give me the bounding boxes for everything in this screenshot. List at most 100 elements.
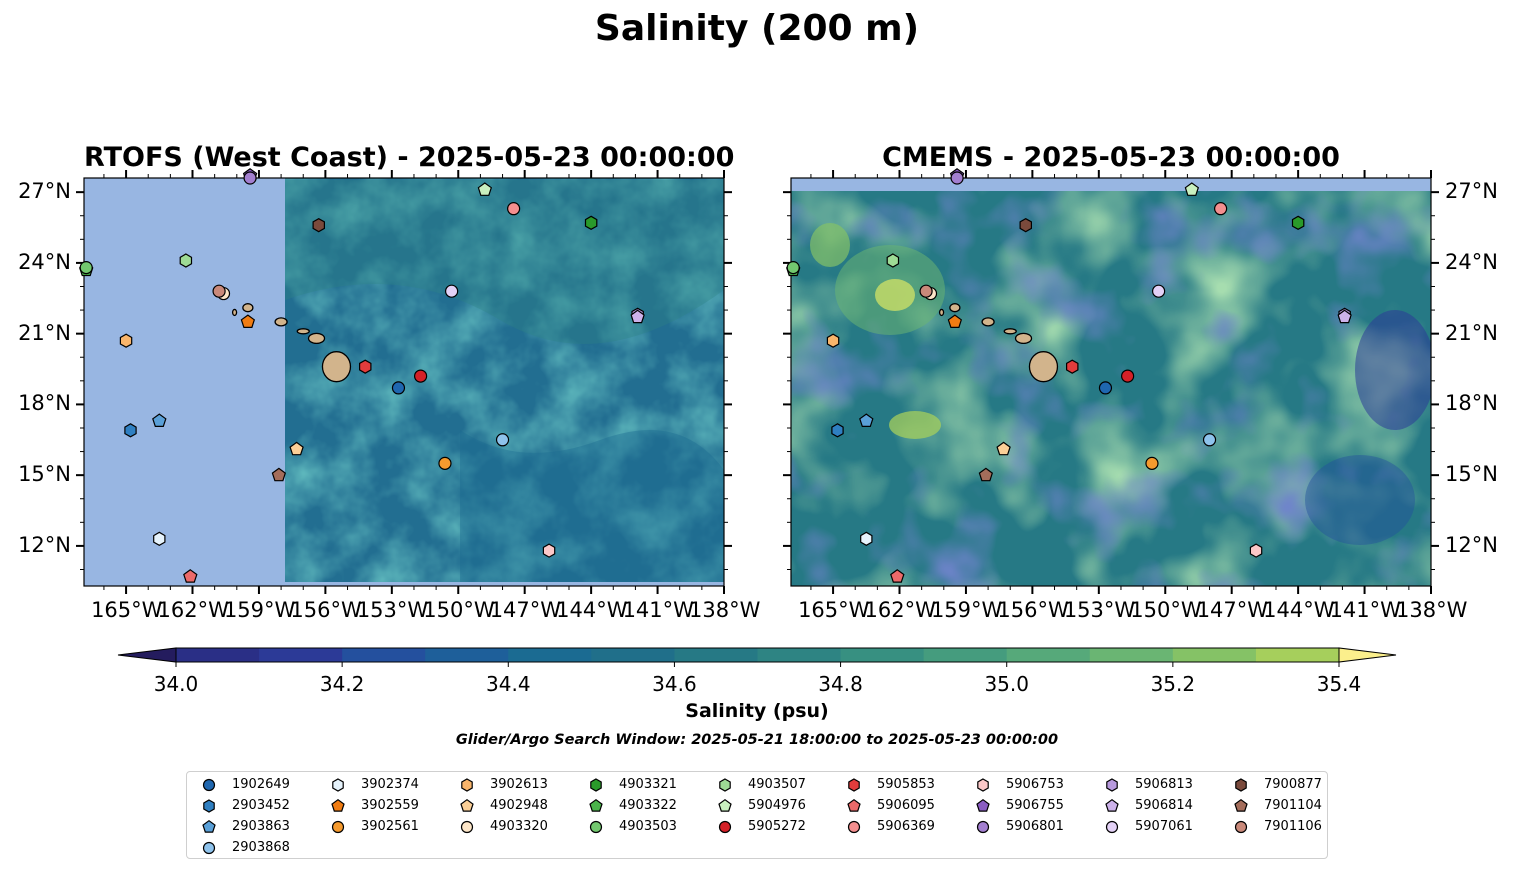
float-marker-4903503 [79, 261, 93, 275]
x-tick-label: 159°W [223, 598, 296, 622]
legend-marker [331, 798, 345, 812]
legend-marker-pentagon-icon [1105, 798, 1119, 812]
legend-marker-pentagon-icon [460, 798, 474, 812]
x-tick-label: 138°W [1396, 598, 1468, 622]
x-tick-label: 144°W [556, 598, 628, 622]
float-marker-5907061 [445, 284, 459, 298]
legend-label: 3902561 [361, 819, 419, 834]
float-marker-4903507 [886, 253, 900, 268]
y-tick-label-right: 18°N [1445, 391, 1498, 416]
colorbar-bin [1006, 648, 1091, 662]
float-marker-2903868 [495, 433, 510, 447]
maui-island [307, 332, 326, 345]
y-tick-label-left: 21°N [18, 320, 71, 345]
colorbar-bin [259, 648, 343, 662]
legend-marker [589, 820, 603, 834]
x-tick-label: 138°W [689, 598, 761, 622]
colorbar-frame [175, 647, 1340, 663]
float-marker-5906753 [1249, 543, 1263, 558]
legend: 1902649 2903452 2903863 2903868 3902374 39025… [186, 771, 1328, 859]
float-marker-5905272 [1121, 369, 1135, 383]
x-tick-label: 153°W [356, 598, 429, 622]
float-marker-5906369 [507, 202, 521, 216]
colorbar-bin [1172, 648, 1257, 662]
legend-marker-pentagon-icon [976, 798, 990, 812]
legend-marker-pentagon-icon [847, 798, 861, 812]
legend-marker-hexagon-icon [203, 799, 215, 813]
legend-label: 7900877 [1264, 777, 1322, 792]
legend-label: 5906813 [1135, 777, 1193, 792]
colorbar-bin [508, 648, 592, 662]
map-panels [76, 168, 1439, 594]
colorbar-tick-label: 34.8 [818, 672, 863, 696]
legend-label: 5907061 [1135, 819, 1193, 834]
float-marker-5905853 [1065, 359, 1079, 374]
colorbar-label: Salinity (psu) [685, 700, 829, 722]
y-tick-label-right: 24°N [1445, 249, 1498, 274]
float-marker-5906095 [183, 569, 198, 583]
y-tick-label-left: 24°N [18, 249, 71, 274]
y-tick-label-left: 12°N [18, 532, 71, 557]
colorbar-bin [1089, 648, 1174, 662]
legend-marker-pentagon-icon [331, 798, 345, 812]
legend-marker [203, 799, 215, 813]
float-marker-7901104 [271, 467, 287, 482]
x-tick-label: 165°W [91, 598, 163, 622]
legend-marker [1106, 778, 1118, 792]
x-tick-label: 141°W [1329, 598, 1401, 622]
legend-marker [718, 798, 732, 812]
panel-title-rtofs: RTOFS (West Coast) - 2025-05-23 00:00:00 [84, 142, 735, 173]
float-marker-3902613 [826, 333, 840, 348]
colorbar [117, 647, 1397, 667]
float-marker-7900877 [312, 218, 325, 233]
legend-label: 5906095 [877, 798, 935, 813]
colorbar-under-arrow [117, 647, 177, 663]
x-tick-label: 147°W [489, 598, 562, 622]
colorbar-tick-label: 34.0 [153, 672, 199, 696]
colorbar-tick-label: 35.4 [1316, 672, 1362, 696]
map-axes [76, 170, 1439, 594]
float-markers [78, 168, 1352, 583]
legend-marker-hexagon-icon [1106, 778, 1118, 792]
legend-label: 5905272 [748, 819, 806, 834]
float-marker-2903452 [124, 423, 137, 438]
y-tick-label-right: 27°N [1445, 179, 1498, 204]
x-tick-label: 165°W [798, 598, 870, 622]
legend-marker-circle-icon [718, 820, 732, 834]
legend-marker-pentagon-icon [589, 798, 603, 812]
legend-marker-circle-icon [589, 820, 603, 834]
x-tick-label: 150°W [423, 598, 495, 622]
float-marker-2903868 [1202, 433, 1217, 447]
float-marker-3902561 [1145, 456, 1159, 470]
x-tick-label: 144°W [1263, 598, 1335, 622]
float-marker-4902948 [996, 441, 1011, 456]
legend-marker-hexagon-icon [461, 778, 473, 792]
x-tick-label: 147°W [1196, 598, 1269, 622]
float-marker-2903452 [831, 423, 844, 438]
legend-marker [202, 819, 216, 833]
colorbar-tick-label: 35.0 [984, 672, 1029, 696]
float-marker-7901106 [919, 284, 933, 298]
legend-marker-pentagon-icon [202, 819, 216, 833]
legend-marker [332, 778, 344, 792]
colorbar-bin [591, 648, 675, 662]
legend-marker-hexagon-icon [590, 778, 602, 792]
legend-label: 2903452 [232, 798, 290, 813]
float-marker-5906369 [1214, 202, 1228, 216]
colorbar-tick-label: 34.4 [486, 672, 531, 696]
legend-label: 5906753 [1006, 777, 1064, 792]
float-marker-3902374 [153, 531, 166, 546]
legend-label: 5906801 [1006, 819, 1064, 834]
legend-label: 5906369 [877, 819, 935, 834]
y-tick-label-left: 27°N [18, 179, 71, 204]
legend-marker-circle-icon [331, 820, 345, 834]
legend-label: 5904976 [748, 798, 806, 813]
legend-marker-circle-icon [460, 820, 474, 834]
legend-marker-pentagon-icon [1234, 798, 1248, 812]
legend-label: 3902613 [490, 777, 548, 792]
float-marker-7901104 [978, 467, 994, 482]
x-tick-label: 141°W [622, 598, 694, 622]
colorbar-tick-label: 34.2 [319, 672, 365, 696]
legend-marker [331, 820, 345, 834]
legend-marker [1105, 820, 1119, 834]
